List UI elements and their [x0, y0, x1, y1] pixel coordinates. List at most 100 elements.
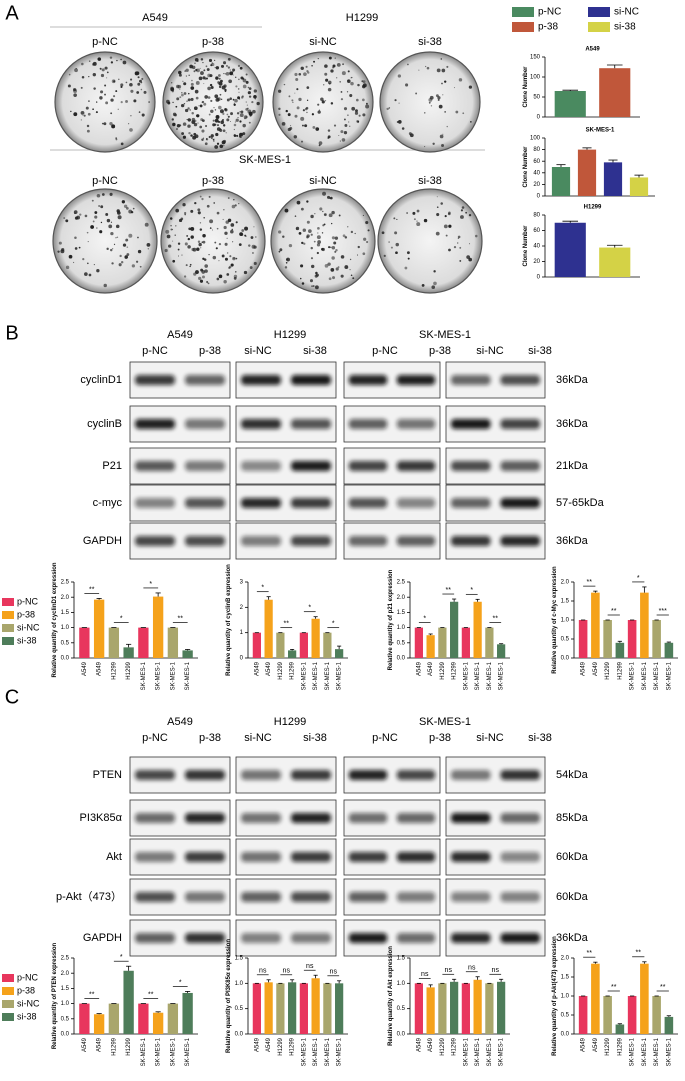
band [291, 419, 331, 429]
colony [306, 235, 309, 239]
colony [435, 231, 440, 236]
colony [87, 240, 89, 243]
band [241, 813, 281, 823]
x-tick-label: H1299 [440, 1037, 446, 1055]
band [135, 419, 175, 429]
colony [189, 64, 194, 69]
colony [201, 119, 205, 122]
bar [138, 1003, 149, 1034]
colony [442, 133, 444, 135]
colony [222, 139, 227, 144]
colony [218, 85, 222, 89]
colony [457, 242, 459, 244]
colony [325, 78, 329, 82]
colony [190, 235, 194, 239]
colony [203, 258, 207, 261]
colony [197, 211, 201, 215]
colony [219, 128, 223, 132]
colony [195, 96, 199, 100]
significance: *** [659, 608, 667, 615]
colony [426, 66, 430, 70]
colony [328, 56, 332, 60]
band [450, 892, 491, 902]
colony [285, 109, 288, 113]
colony [202, 137, 205, 139]
colony [245, 73, 248, 76]
colony [207, 282, 210, 285]
colony [437, 99, 440, 101]
colony [137, 236, 139, 239]
colony [230, 112, 233, 116]
colony [349, 125, 351, 127]
colony [101, 122, 104, 125]
colony [228, 79, 233, 84]
colony [120, 83, 124, 87]
colony [199, 195, 202, 198]
colony [115, 90, 118, 93]
colony [206, 68, 210, 71]
legend-swatch [2, 611, 14, 619]
colony [436, 196, 438, 198]
colony [447, 212, 451, 216]
band [241, 852, 281, 862]
colony [192, 135, 197, 140]
colony [109, 192, 113, 196]
colony [241, 95, 244, 98]
band [135, 892, 175, 902]
y-tick-label: 0.0 [235, 1032, 244, 1038]
colony [224, 108, 227, 111]
colony [383, 254, 386, 257]
colony [404, 266, 408, 270]
colony [233, 123, 237, 127]
colony [115, 224, 120, 229]
colony [193, 70, 196, 73]
colony [350, 81, 354, 86]
x-tick-label: SK-MES-1 [642, 1037, 648, 1066]
colony [248, 87, 252, 90]
colony [312, 285, 315, 287]
colony [357, 83, 360, 87]
condition: p-NC [142, 345, 168, 357]
colony [199, 67, 201, 69]
colony [210, 109, 214, 114]
bar [599, 247, 631, 277]
colony [70, 110, 72, 113]
band [185, 852, 225, 862]
colony [407, 63, 409, 66]
colony [362, 83, 367, 88]
x-tick-label: H1299 [452, 661, 458, 679]
colony [436, 212, 440, 217]
colony [342, 234, 346, 238]
colony [206, 204, 210, 208]
colony [97, 57, 102, 61]
protein-label: cyclinD1 [80, 374, 122, 386]
colony [252, 109, 256, 114]
colony [103, 283, 107, 288]
colony [101, 193, 105, 196]
band [291, 461, 331, 471]
colony [421, 283, 425, 287]
colony [88, 273, 92, 277]
colony [287, 127, 292, 132]
colony [175, 208, 179, 213]
colony [239, 66, 243, 70]
condition: p-38 [429, 345, 451, 357]
colony [459, 259, 462, 262]
colony [187, 124, 191, 128]
bar [591, 592, 600, 658]
colony [302, 124, 304, 127]
y-axis-label: Clone Number [523, 225, 529, 267]
colony [201, 138, 204, 142]
colony [217, 74, 221, 77]
colony [218, 242, 222, 246]
colony [235, 85, 238, 88]
colony [182, 135, 187, 139]
colony [365, 104, 370, 109]
colony [80, 119, 82, 121]
colony [290, 125, 292, 127]
colony [283, 83, 286, 86]
colony [128, 123, 130, 125]
colony [296, 106, 300, 110]
colony [189, 263, 192, 266]
colony [235, 257, 238, 260]
